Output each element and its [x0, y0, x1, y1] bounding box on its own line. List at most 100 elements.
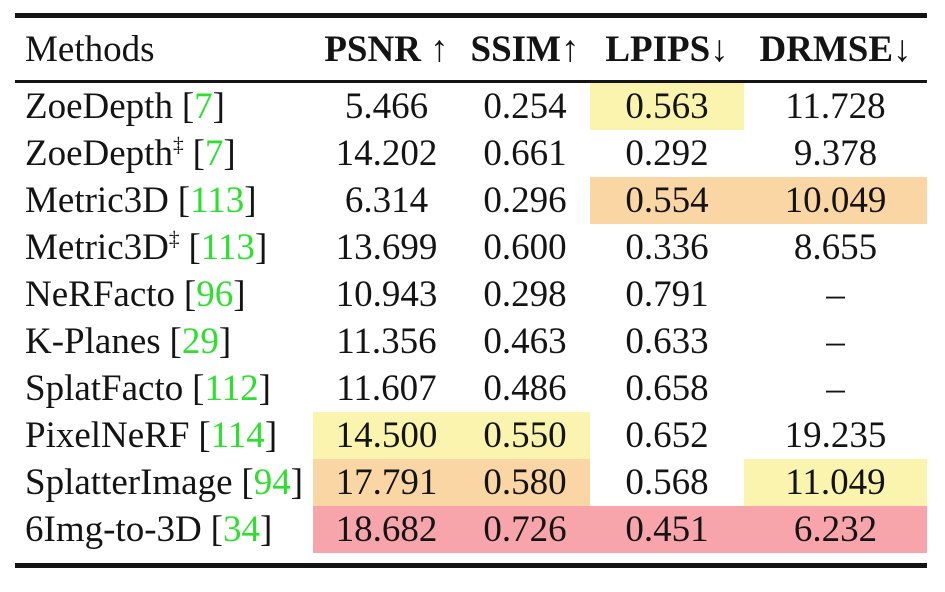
cite-bracket-close: ]: [259, 509, 273, 550]
table-row: Metric3D‡ [113] 13.699 0.600 0.336 8.655: [15, 224, 927, 271]
cite-bracket-open: [: [177, 180, 191, 221]
citation-number: 29: [181, 321, 219, 362]
cite-bracket-open: [: [210, 509, 223, 550]
cell-lpips: 0.633: [625, 321, 709, 362]
cite-bracket-close: ]: [264, 415, 278, 456]
citation-number: 34: [222, 509, 260, 550]
header-row: Methods PSNR ↑ SSIM↑ LPIPS↓ DRMSE↓: [15, 18, 927, 83]
results-table: Methods PSNR ↑ SSIM↑ LPIPS↓ DRMSE↓ ZoeDe…: [15, 18, 927, 553]
cite-bracket-open: [: [169, 321, 182, 362]
citation-number: 96: [196, 274, 234, 315]
method-cell: 6Img-to-3D [34]: [15, 506, 313, 553]
cell-ssim: 0.486: [483, 368, 567, 409]
col-header-drmse: DRMSE↓: [744, 18, 927, 83]
paper-table-figure: Methods PSNR ↑ SSIM↑ LPIPS↓ DRMSE↓ ZoeDe…: [15, 13, 927, 568]
cell-drmse: 11.049: [744, 459, 927, 506]
method-cell: Metric3D‡ [113]: [15, 224, 313, 271]
method-name: SplatFacto: [25, 368, 184, 409]
cell-psnr: 5.466: [344, 86, 429, 127]
cell-psnr: 6.314: [344, 180, 429, 221]
cell-ssim: 0.726: [460, 506, 590, 553]
cell-drmse: 10.049: [744, 177, 927, 224]
citation-number: 94: [253, 462, 291, 503]
citation-number: 113: [200, 227, 255, 268]
col-header-lpips: LPIPS↓: [590, 18, 744, 83]
cell-psnr: 17.791: [313, 459, 460, 506]
cite-bracket-close: ]: [223, 133, 236, 174]
method-cell: ZoeDepth [7]: [15, 82, 313, 131]
citation-number: 114: [210, 415, 265, 456]
method-dagger: ‡: [168, 226, 180, 251]
cell-psnr: 14.500: [313, 412, 460, 459]
citation-number: 113: [190, 180, 245, 221]
method-name: K-Planes: [25, 321, 161, 362]
method-cell: Metric3D [113]: [15, 177, 313, 224]
table-row: PixelNeRF [114] 14.500 0.550 0.652 19.235: [15, 412, 927, 459]
cell-lpips: 0.791: [625, 274, 709, 315]
cite-bracket-close: ]: [258, 368, 271, 409]
cell-lpips: 0.658: [625, 368, 709, 409]
cell-drmse: –: [826, 368, 845, 409]
cell-drmse: –: [826, 321, 845, 362]
cell-lpips: 0.563: [590, 81, 744, 130]
cite-bracket-open: [: [198, 415, 211, 456]
method-name: Metric3D: [25, 180, 169, 221]
cell-psnr: 11.607: [336, 368, 437, 409]
method-cell: ZoeDepth‡ [7]: [15, 130, 313, 177]
table-row: 6Img-to-3D [34] 18.682 0.726 0.451 6.232: [15, 506, 927, 553]
method-name: NeRFacto: [25, 274, 176, 315]
cite-bracket-open: [: [192, 133, 205, 174]
table-row: ZoeDepth [7] 5.466 0.254 0.563 11.728: [15, 81, 927, 131]
cite-bracket-open: [: [181, 86, 195, 127]
cell-psnr: 14.202: [335, 133, 438, 174]
cell-ssim: 0.298: [483, 274, 567, 315]
cell-psnr: 13.699: [335, 227, 438, 268]
cell-psnr: 11.356: [336, 321, 437, 362]
table-row: SplatFacto [112] 11.607 0.486 0.658 –: [15, 365, 927, 412]
cell-drmse: 8.655: [793, 227, 878, 268]
cell-psnr: 10.943: [335, 274, 438, 315]
cell-drmse: 6.232: [744, 506, 927, 553]
cite-bracket-close: ]: [212, 86, 225, 127]
cell-lpips: 0.451: [590, 506, 744, 553]
table-row: K-Planes [29] 11.356 0.463 0.633 –: [15, 318, 927, 365]
cell-lpips: 0.568: [625, 462, 709, 503]
table-body: ZoeDepth [7] 5.466 0.254 0.563 11.728 Zoe…: [15, 81, 927, 553]
cite-bracket-open: [: [188, 227, 201, 268]
cell-ssim: 0.661: [483, 133, 567, 174]
cell-ssim: 0.254: [483, 86, 567, 127]
method-dagger: ‡: [172, 132, 184, 157]
cell-lpips: 0.554: [590, 177, 744, 224]
cell-lpips: 0.652: [625, 415, 709, 456]
table-row: SplatterImage [94] 17.791 0.580 0.568 11.…: [15, 459, 927, 506]
col-header-psnr: PSNR ↑: [313, 18, 460, 83]
method-cell: PixelNeRF [114]: [15, 412, 313, 459]
cell-ssim: 0.296: [483, 180, 567, 221]
table-row: Metric3D [113] 6.314 0.296 0.554 10.049: [15, 177, 927, 224]
results-table-box: Methods PSNR ↑ SSIM↑ LPIPS↓ DRMSE↓ ZoeDe…: [15, 13, 927, 568]
cell-drmse: 9.378: [793, 133, 878, 174]
col-header-ssim: SSIM↑: [460, 18, 590, 83]
table-row: ZoeDepth‡ [7] 14.202 0.661 0.292 9.378: [15, 130, 927, 177]
table-row: NeRFacto [96] 10.943 0.298 0.791 –: [15, 271, 927, 318]
cell-ssim: 0.463: [483, 321, 567, 362]
cell-ssim: 0.580: [460, 459, 590, 506]
cite-bracket-close: ]: [290, 462, 304, 503]
method-name: ZoeDepth: [25, 86, 173, 127]
method-name: PixelNeRF: [25, 415, 190, 456]
cite-bracket-close: ]: [254, 227, 268, 268]
cell-lpips: 0.292: [625, 133, 709, 174]
cite-bracket-close: ]: [244, 180, 257, 221]
cite-bracket-open: [: [183, 274, 197, 315]
cite-bracket-open: [: [192, 368, 205, 409]
citation-number: 7: [204, 133, 224, 174]
cell-drmse: 19.235: [784, 415, 887, 456]
cell-lpips: 0.336: [625, 227, 709, 268]
method-cell: SplatFacto [112]: [15, 365, 313, 412]
method-name: 6Img-to-3D: [25, 509, 202, 550]
method-cell: SplatterImage [94]: [15, 459, 313, 506]
cell-ssim: 0.550: [460, 412, 590, 459]
method-cell: K-Planes [29]: [15, 318, 313, 365]
col-header-methods: Methods: [15, 18, 313, 83]
method-name: SplatterImage: [25, 462, 233, 503]
